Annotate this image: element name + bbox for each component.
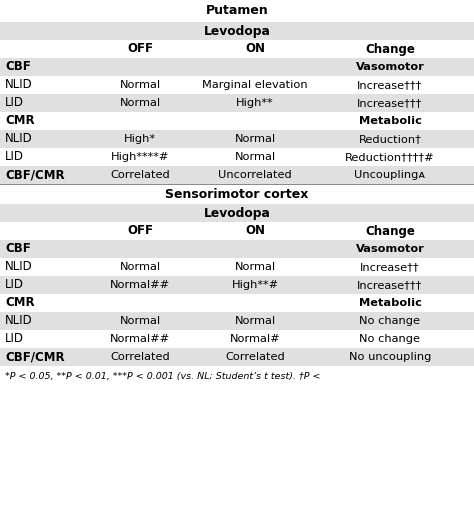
Text: High**: High**: [236, 98, 274, 108]
Text: OFF: OFF: [127, 225, 153, 238]
Text: Putamen: Putamen: [206, 5, 268, 18]
Text: Normal: Normal: [235, 152, 275, 162]
Text: LID: LID: [5, 97, 24, 110]
Text: Correlated: Correlated: [110, 352, 170, 362]
Text: Sensorimotor cortex: Sensorimotor cortex: [165, 187, 309, 200]
Text: No uncoupling: No uncoupling: [349, 352, 431, 362]
Text: Uncorrelated: Uncorrelated: [218, 170, 292, 180]
Text: CBF: CBF: [5, 242, 31, 255]
Text: CBF: CBF: [5, 61, 31, 74]
Text: Change: Change: [365, 225, 415, 238]
Bar: [0, 258, 474, 276]
Text: Uncouplingᴀ: Uncouplingᴀ: [355, 170, 426, 180]
Bar: [0, 94, 474, 112]
Text: Vasomotor: Vasomotor: [356, 244, 424, 254]
Text: Reduction††††#: Reduction††††#: [345, 152, 435, 162]
Bar: [0, 348, 474, 366]
Text: No change: No change: [359, 334, 420, 344]
Text: Normal: Normal: [235, 134, 275, 144]
Text: ON: ON: [245, 225, 265, 238]
Text: *P < 0.05, **P < 0.01, ***P < 0.001 (vs. NL; Student’s t test). †P <: *P < 0.05, **P < 0.01, ***P < 0.001 (vs.…: [5, 372, 320, 380]
Text: NLID: NLID: [5, 132, 33, 145]
Bar: [0, 330, 474, 348]
Text: LID: LID: [5, 333, 24, 346]
Bar: [0, 112, 474, 130]
Bar: [0, 294, 474, 312]
Text: CMR: CMR: [5, 115, 35, 128]
Bar: [0, 0, 474, 22]
Bar: [0, 76, 474, 94]
Text: Increase††: Increase††: [360, 262, 420, 272]
Bar: [0, 22, 474, 40]
Text: Marginal elevation: Marginal elevation: [202, 80, 308, 90]
Text: High**#: High**#: [231, 280, 279, 290]
Bar: [0, 148, 474, 166]
Text: NLID: NLID: [5, 315, 33, 327]
Text: Change: Change: [365, 43, 415, 56]
Text: Reduction†: Reduction†: [358, 134, 421, 144]
Bar: [0, 276, 474, 294]
Text: Correlated: Correlated: [110, 170, 170, 180]
Text: High****#: High****#: [111, 152, 169, 162]
Bar: [0, 184, 474, 204]
Text: Normal#: Normal#: [230, 334, 280, 344]
Text: Normal: Normal: [235, 316, 275, 326]
Text: Increase†††: Increase†††: [357, 280, 423, 290]
Text: Correlated: Correlated: [225, 352, 285, 362]
Text: High*: High*: [124, 134, 156, 144]
Text: Vasomotor: Vasomotor: [356, 62, 424, 72]
Text: NLID: NLID: [5, 78, 33, 91]
Text: LID: LID: [5, 279, 24, 292]
Bar: [0, 366, 474, 386]
Text: NLID: NLID: [5, 261, 33, 274]
Text: LID: LID: [5, 151, 24, 163]
Text: Metabolic: Metabolic: [358, 298, 421, 308]
Bar: [0, 130, 474, 148]
Bar: [0, 222, 474, 240]
Text: No change: No change: [359, 316, 420, 326]
Bar: [0, 40, 474, 58]
Text: Metabolic: Metabolic: [358, 116, 421, 126]
Text: Increase†††: Increase†††: [357, 80, 423, 90]
Text: ON: ON: [245, 43, 265, 56]
Text: CBF/CMR: CBF/CMR: [5, 350, 64, 363]
Text: CBF/CMR: CBF/CMR: [5, 169, 64, 182]
Text: Normal: Normal: [119, 262, 161, 272]
Text: OFF: OFF: [127, 43, 153, 56]
Text: Normal: Normal: [235, 262, 275, 272]
Text: Normal: Normal: [119, 80, 161, 90]
Text: Levodopa: Levodopa: [203, 207, 271, 220]
Text: Normal: Normal: [119, 98, 161, 108]
Bar: [0, 312, 474, 330]
Bar: [0, 240, 474, 258]
Text: Normal##: Normal##: [110, 280, 170, 290]
Text: Increase†††: Increase†††: [357, 98, 423, 108]
Text: Normal##: Normal##: [110, 334, 170, 344]
Bar: [0, 58, 474, 76]
Text: Normal: Normal: [119, 316, 161, 326]
Bar: [0, 166, 474, 184]
Text: CMR: CMR: [5, 296, 35, 309]
Text: Levodopa: Levodopa: [203, 24, 271, 37]
Bar: [0, 204, 474, 222]
